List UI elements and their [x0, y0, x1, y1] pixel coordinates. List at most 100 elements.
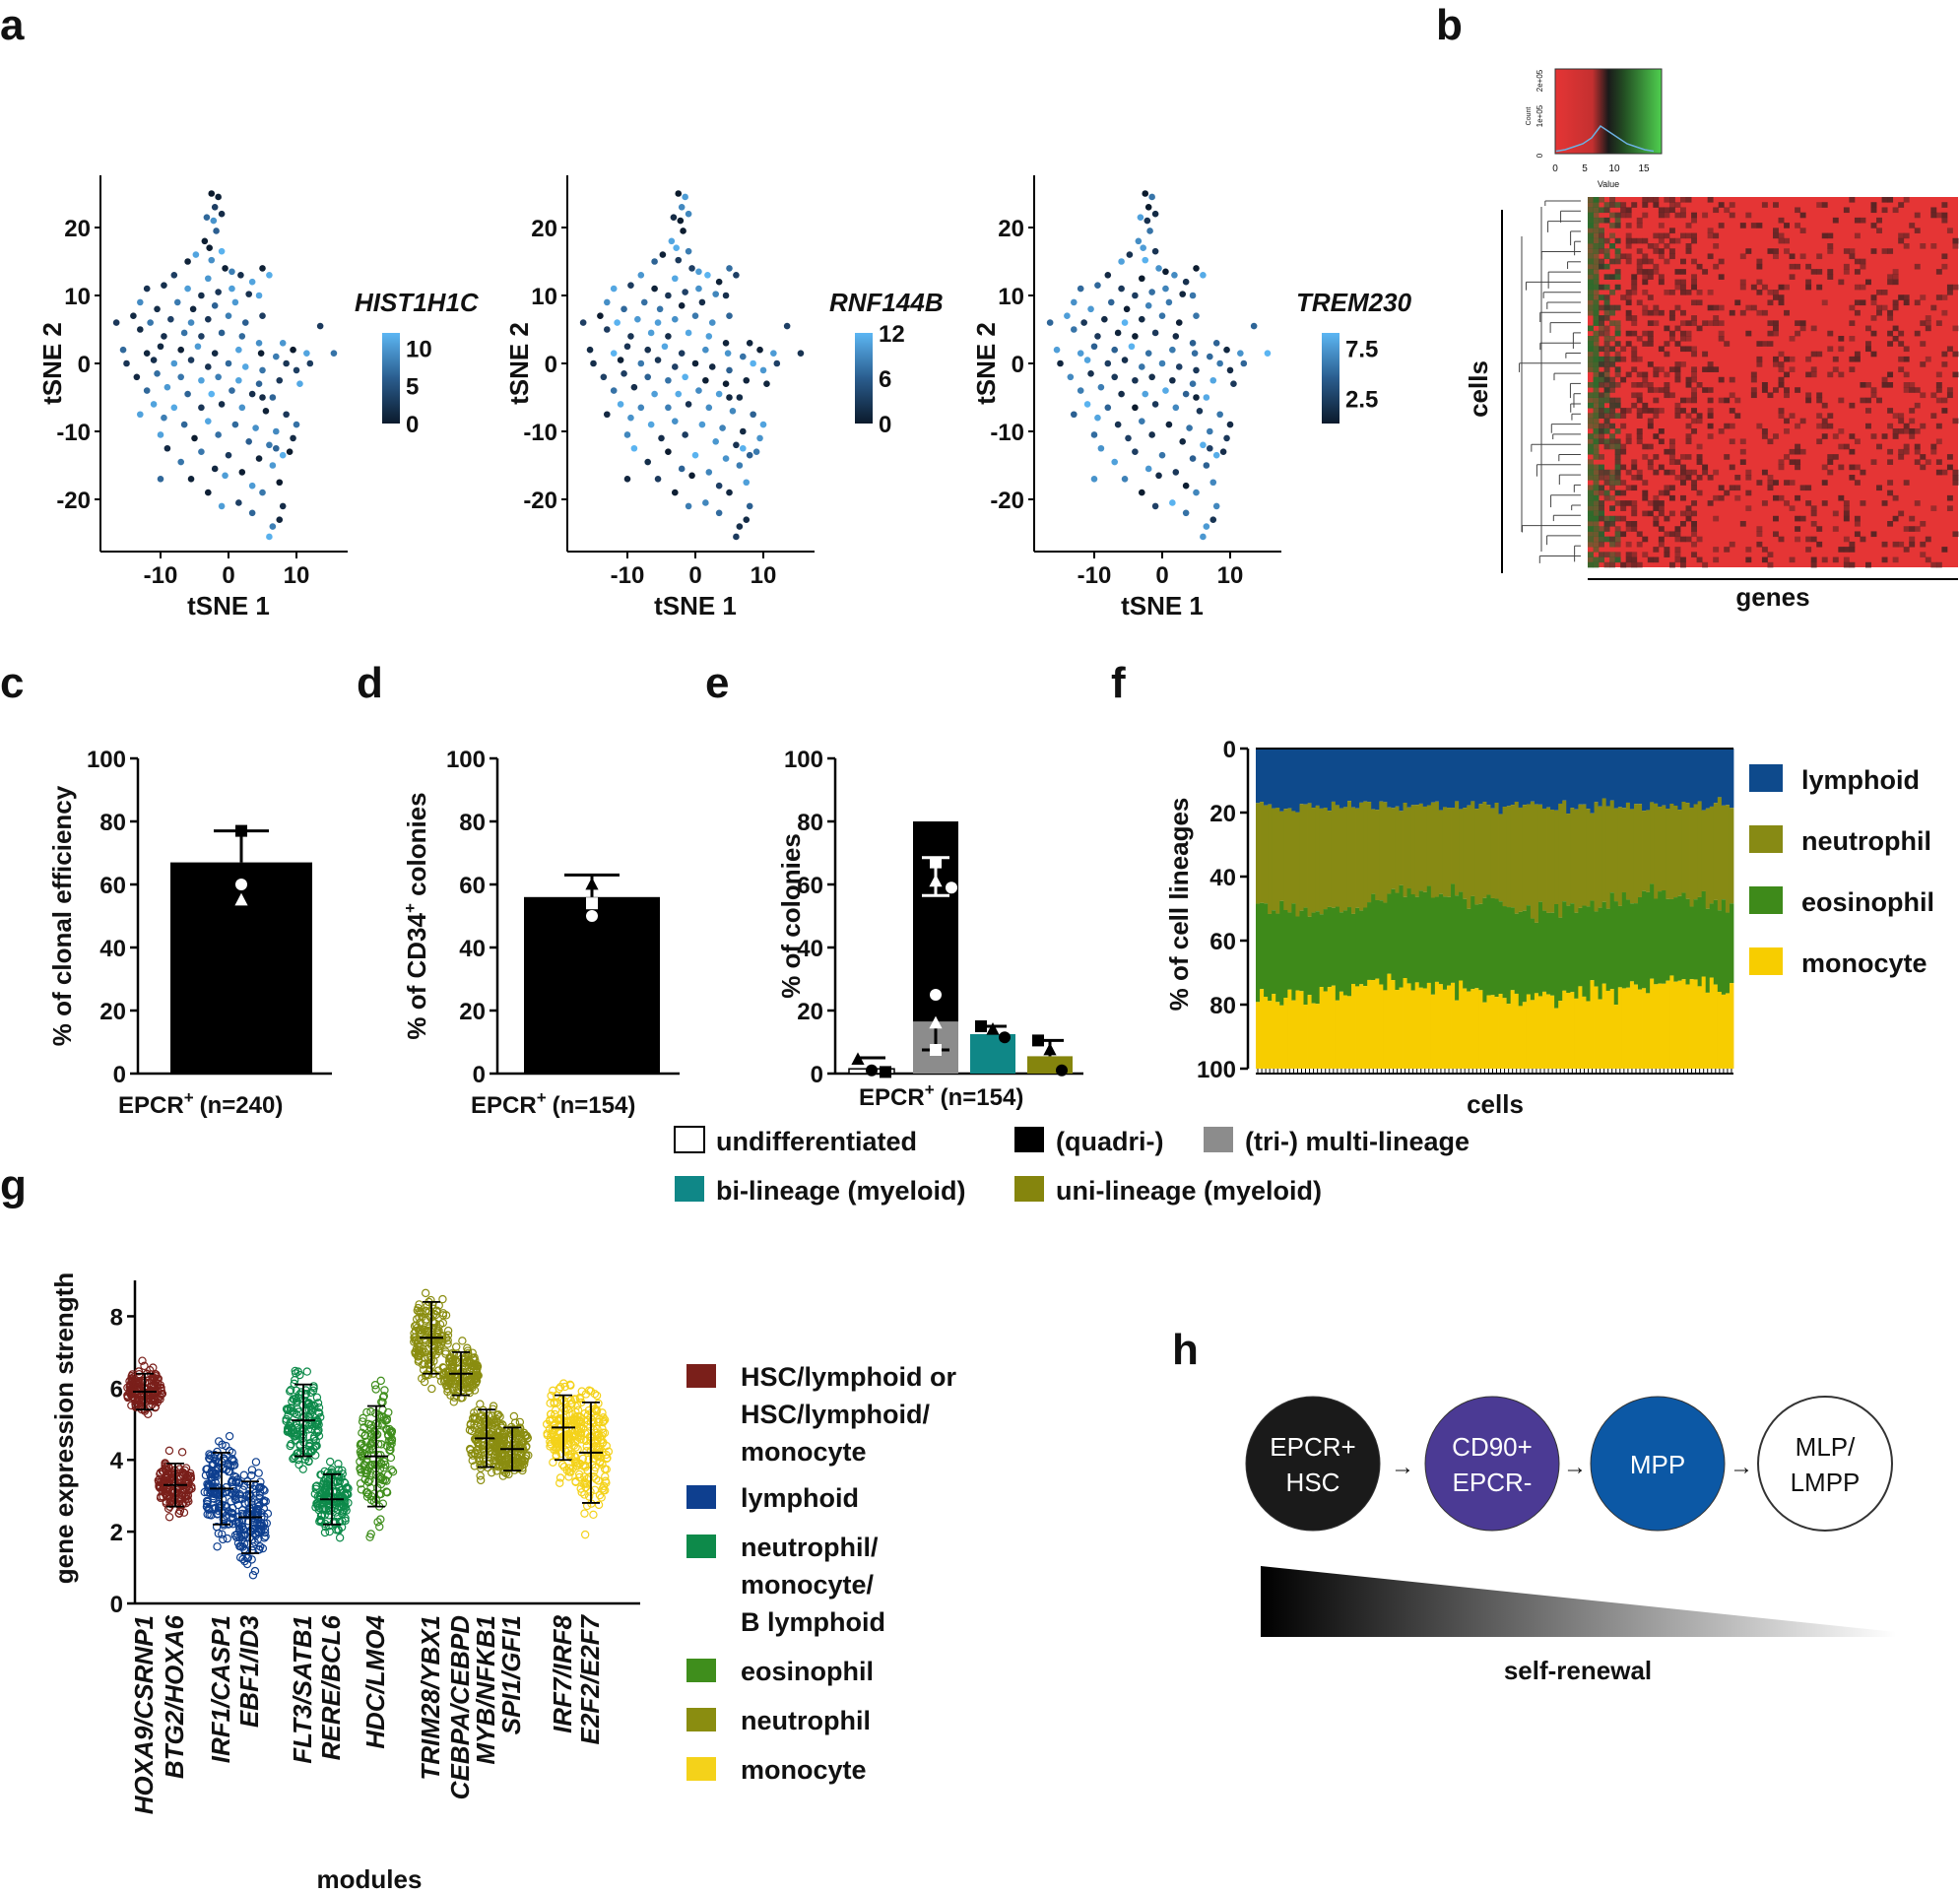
heatmap-cell [1620, 423, 1627, 429]
f-bar-segment-lymphoid [1621, 749, 1627, 809]
heatmap-cell [1603, 382, 1610, 388]
heatmap-cell [1838, 494, 1845, 501]
tsne-point [680, 228, 686, 234]
tsne-point [1090, 476, 1098, 483]
heatmap-cell [1761, 382, 1768, 388]
tsne-point [685, 210, 692, 218]
heatmap-cell [1603, 253, 1610, 260]
heatmap-cell [1593, 469, 1600, 476]
f-bar-segment-eosinophil [1502, 906, 1508, 999]
heatmap-cell [1821, 480, 1828, 486]
heatmap-cell [1795, 387, 1801, 393]
g-data-point [298, 1465, 307, 1473]
heatmap-cell [1620, 531, 1627, 538]
heatmap-cell [1799, 212, 1806, 219]
heatmap-cell [1909, 536, 1916, 543]
g-data-point [557, 1460, 567, 1469]
tsne-point [191, 434, 198, 442]
heatmap-cell [1603, 309, 1610, 316]
heatmap-cell [1614, 382, 1621, 388]
tsne-point [1077, 350, 1084, 357]
tsne-point [238, 469, 246, 476]
f-bar-segment-neutrophil [1403, 803, 1407, 897]
f-bar-segment-monocyte [1391, 980, 1396, 1069]
f-bar-segment-neutrophil [1410, 805, 1416, 894]
f-bar-segment-neutrophil [1264, 805, 1269, 904]
g-data-point [580, 1530, 590, 1539]
tsne-point [752, 448, 760, 456]
heatmap-cell [1816, 526, 1823, 532]
heatmap-cell [1603, 274, 1610, 280]
tsne-point [198, 333, 205, 340]
tsne-point [702, 346, 709, 354]
g-legend-swatch [686, 1485, 716, 1509]
f-bar-segment-neutrophil [1418, 803, 1424, 891]
g-data-point [359, 1423, 368, 1432]
g-data-point [549, 1458, 557, 1467]
tsne-point [1090, 431, 1098, 438]
f-bar-segment-eosinophil [1467, 908, 1471, 992]
heatmap-cell [1647, 243, 1654, 249]
tsne-point [743, 479, 751, 487]
tsne-point [590, 359, 597, 367]
heatmap-cell [1664, 531, 1670, 538]
heatmap-cell [1680, 510, 1686, 517]
g-data-point [588, 1415, 598, 1425]
heatmap-cell [1593, 485, 1600, 491]
f-bar-segment-eosinophil [1617, 905, 1623, 988]
tsne-point [269, 523, 277, 530]
f-bar-segment-neutrophil [1697, 801, 1703, 897]
f-bar-segment-neutrophil [1438, 810, 1444, 894]
tsne-point [208, 190, 216, 197]
tsne-x-tick-label: 10 [284, 562, 310, 589]
g-data-point [312, 1419, 322, 1429]
heatmap-cell [1887, 448, 1894, 455]
f-bar-segment-neutrophil [1705, 808, 1711, 909]
f-bar-segment-monocyte [1414, 982, 1420, 1069]
g-data-point [223, 1534, 232, 1543]
heatmap-cell [1778, 464, 1785, 471]
tsne-point [1083, 357, 1091, 363]
tsne-point [1155, 265, 1162, 272]
heatmap-cell [1588, 402, 1594, 409]
heatmap-cell [1799, 253, 1806, 260]
f-bar-segment-eosinophil [1506, 907, 1512, 1005]
heatmap-cell [1588, 464, 1594, 471]
heatmap-cell [1668, 330, 1675, 337]
heatmap-cell [1892, 325, 1899, 332]
heatmap-cell [1631, 521, 1638, 527]
heatmap-cell [1593, 510, 1600, 517]
tsne-point [201, 237, 209, 245]
tsne-point [688, 265, 695, 272]
panel-h-hierarchy: self-renewal EPCR+HSC→CD90+EPCR-→ MPP →MLP… [1245, 1396, 1896, 1685]
heatmap-cell [1658, 408, 1665, 414]
heatmap-cell [1625, 341, 1632, 347]
tsne-colorbar [382, 333, 400, 424]
f-bar-segment-eosinophil [1574, 912, 1579, 999]
tsne-point [672, 418, 679, 425]
heatmap-cell [1750, 376, 1757, 383]
heatmap-cell [1653, 387, 1660, 393]
g-data-point [164, 1513, 174, 1522]
f-x-label: cells [1467, 1089, 1524, 1119]
f-bar-segment-monocyte [1470, 989, 1475, 1069]
heatmap-cell [1799, 228, 1806, 233]
heatmap-cell [1658, 428, 1665, 434]
heatmap-cell [1680, 212, 1686, 219]
heatmap-cell [1739, 279, 1746, 286]
g-data-point [309, 1382, 318, 1391]
heatmap-cell [1593, 556, 1600, 563]
heatmap-cell [1593, 351, 1600, 358]
heatmap-cell [1614, 531, 1621, 538]
f-bar-segment-lymphoid [1526, 749, 1532, 805]
tsne-point [1142, 390, 1149, 398]
tsne-point [218, 502, 226, 510]
heatmap-cell [1664, 387, 1670, 393]
heatmap-cell [1603, 315, 1610, 321]
heatmap-cell [1588, 299, 1594, 306]
f-bar-segment-eosinophil [1526, 905, 1532, 995]
heatmap-cell [1636, 397, 1643, 404]
heatmap-cell [1707, 413, 1714, 419]
tsne-point [586, 346, 594, 354]
heatmap-cell [1702, 469, 1709, 476]
